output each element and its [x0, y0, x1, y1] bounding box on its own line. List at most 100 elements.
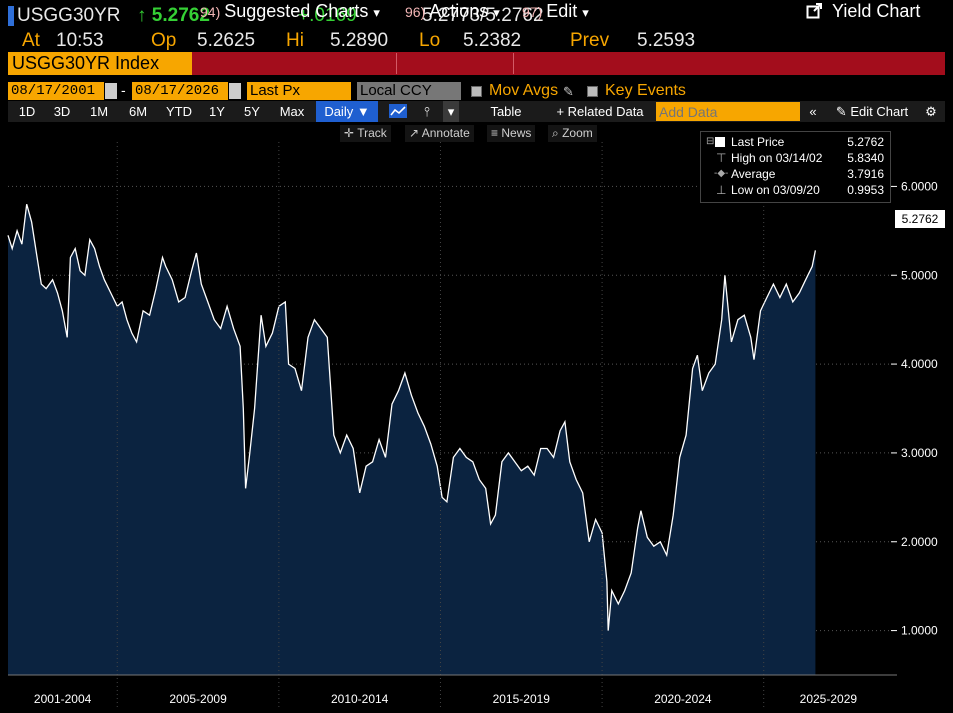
- last-price-badge: 5.2762: [895, 210, 945, 228]
- actions-menu[interactable]: 96) Actions ▾: [405, 0, 500, 23]
- price-field-select[interactable]: Last Px: [247, 82, 351, 100]
- legend-label: Last Price: [731, 135, 785, 149]
- high-value: 5.2890: [330, 30, 389, 51]
- chevron-down-icon: ▾: [582, 5, 589, 20]
- command-bar: [8, 52, 945, 75]
- x-axis: 2001-2004 2005-2009 2010-2014 2015-2019 2020…: [8, 142, 897, 710]
- divider: [513, 53, 514, 74]
- range-tab-1m[interactable]: 1M: [89, 104, 109, 119]
- calendar-icon[interactable]: [229, 83, 241, 99]
- key-events-label[interactable]: Key Events: [605, 82, 686, 99]
- date-range-dash: -: [121, 82, 126, 98]
- y-tick-label: 5.0000: [901, 268, 938, 282]
- ticker-symbol[interactable]: USGG30YR: [17, 5, 121, 26]
- range-tab-1y[interactable]: 1Y: [209, 104, 225, 119]
- mov-avgs-checkbox[interactable]: [471, 86, 482, 97]
- x-group-label: 2015-2019: [493, 692, 551, 706]
- last-price: ↑ 5.2762: [137, 5, 210, 27]
- period-select[interactable]: Daily ▼: [316, 101, 378, 122]
- candle-chart-icon[interactable]: ⫯: [424, 104, 430, 119]
- y-tick-label: 1.0000: [901, 624, 938, 638]
- calendar-icon[interactable]: [105, 83, 117, 99]
- range-tab-ytd[interactable]: YTD: [166, 104, 192, 119]
- open-label: Op: [151, 30, 177, 51]
- legend-high: ⊤ High on 03/14/02 5.8340: [701, 150, 890, 166]
- chevron-down-icon: ▾: [373, 5, 380, 20]
- x-group-label: 2001-2004: [34, 692, 92, 706]
- yield-line: [7, 204, 817, 631]
- zoom-label: Zoom: [562, 126, 593, 140]
- edit-chart-label: Edit Chart: [850, 104, 909, 119]
- ask-value: 5.2762: [485, 5, 544, 26]
- add-data-input[interactable]: [656, 102, 800, 121]
- net-change: +.0169: [298, 5, 357, 26]
- table-button[interactable]: Table: [490, 104, 522, 119]
- series-swatch: [715, 137, 725, 147]
- range-tab-5y[interactable]: 5Y: [244, 104, 260, 119]
- high-marker-icon: ⊤: [716, 151, 727, 165]
- prev-label: Prev: [570, 30, 610, 51]
- legend-value: 5.8340: [847, 151, 884, 165]
- range-tab-6m[interactable]: 6M: [128, 104, 148, 119]
- edit-number: 97): [522, 4, 543, 20]
- high-label: Hi: [286, 30, 304, 51]
- open-value: 5.2625: [197, 30, 256, 51]
- track-tool[interactable]: ✛ Track: [340, 125, 391, 142]
- related-data-button[interactable]: + Related Data: [556, 104, 644, 119]
- suggested-charts-menu[interactable]: 94) Suggested Charts ▾: [200, 0, 380, 23]
- collapse-icon[interactable]: «: [809, 104, 817, 119]
- at-label: At: [22, 30, 40, 51]
- y-tick-label: 3.0000: [901, 446, 938, 460]
- pencil-icon[interactable]: ✎: [563, 84, 574, 99]
- y-axis: 1.0000 2.0000 3.0000 4.0000 5.0000 6.0000: [891, 179, 938, 638]
- ticker-marker: [8, 6, 14, 26]
- annotate-tool[interactable]: ↗ Annotate: [405, 125, 474, 142]
- mov-avgs-label[interactable]: Mov Avgs: [489, 82, 559, 99]
- edit-chart-button[interactable]: ✎ Edit Chart: [828, 101, 916, 122]
- suggested-charts-label: Suggested Charts: [224, 1, 369, 21]
- end-date-field[interactable]: 08/17/2026: [132, 82, 228, 100]
- edit-menu[interactable]: 97) Edit ▾: [522, 0, 589, 23]
- currency-select[interactable]: Local CCY: [357, 82, 461, 100]
- suggested-charts-number: 94): [200, 4, 221, 20]
- x-group-label: 2010-2014: [331, 692, 389, 706]
- low-label: Lo: [419, 30, 441, 51]
- key-events-checkbox[interactable]: [587, 86, 598, 97]
- divider: [396, 53, 397, 74]
- news-tool[interactable]: ≡ News: [487, 125, 536, 142]
- track-label: Track: [357, 126, 387, 140]
- magnifier-icon: ⌕: [552, 126, 559, 140]
- legend-value: 3.7916: [847, 167, 884, 181]
- start-date-field[interactable]: 08/17/2001: [8, 82, 104, 100]
- yield-chart-title[interactable]: Yield Chart: [806, 0, 920, 23]
- news-label: News: [501, 126, 532, 140]
- legend-average: -◆- Average 3.7916: [701, 166, 890, 182]
- x-group-label: 2005-2009: [169, 692, 227, 706]
- legend-value: 0.9953: [847, 183, 884, 197]
- bid-ask-separator: /: [480, 5, 486, 26]
- annotate-label: Annotate: [421, 126, 470, 140]
- y-tick-label: 2.0000: [901, 535, 938, 549]
- security-field[interactable]: USGG30YR Index: [8, 52, 192, 75]
- legend-label: Low on 03/09/20: [731, 183, 820, 197]
- quote-time: 10:53: [56, 30, 104, 51]
- range-tab-1d[interactable]: 1D: [18, 104, 36, 119]
- bid-value: 5.2773: [422, 5, 481, 26]
- gear-icon[interactable]: ⚙: [925, 104, 937, 119]
- collapse-icon[interactable]: ⊟: [706, 136, 715, 147]
- x-group-label: 2025-2029: [800, 692, 858, 706]
- x-group-label: 2020-2024: [654, 692, 712, 706]
- yield-area: [8, 204, 816, 675]
- range-tab-3d[interactable]: 3D: [53, 104, 71, 119]
- last-price-value: 5.2762: [151, 5, 210, 26]
- average-marker-icon: -◆-: [714, 168, 729, 179]
- chart-legend[interactable]: ⊟ Last Price 5.2762 ⊤ High on 03/14/02 5…: [700, 131, 891, 203]
- pencil-icon: ✎: [835, 104, 847, 119]
- zoom-tool[interactable]: ⌕ Zoom: [548, 125, 597, 142]
- line-chart-icon[interactable]: [383, 101, 413, 122]
- actions-number: 96): [405, 4, 426, 20]
- range-tab-max[interactable]: Max: [279, 104, 305, 119]
- chart-type-dropdown[interactable]: ▾: [443, 101, 459, 122]
- y-tick-label: 6.0000: [901, 179, 938, 193]
